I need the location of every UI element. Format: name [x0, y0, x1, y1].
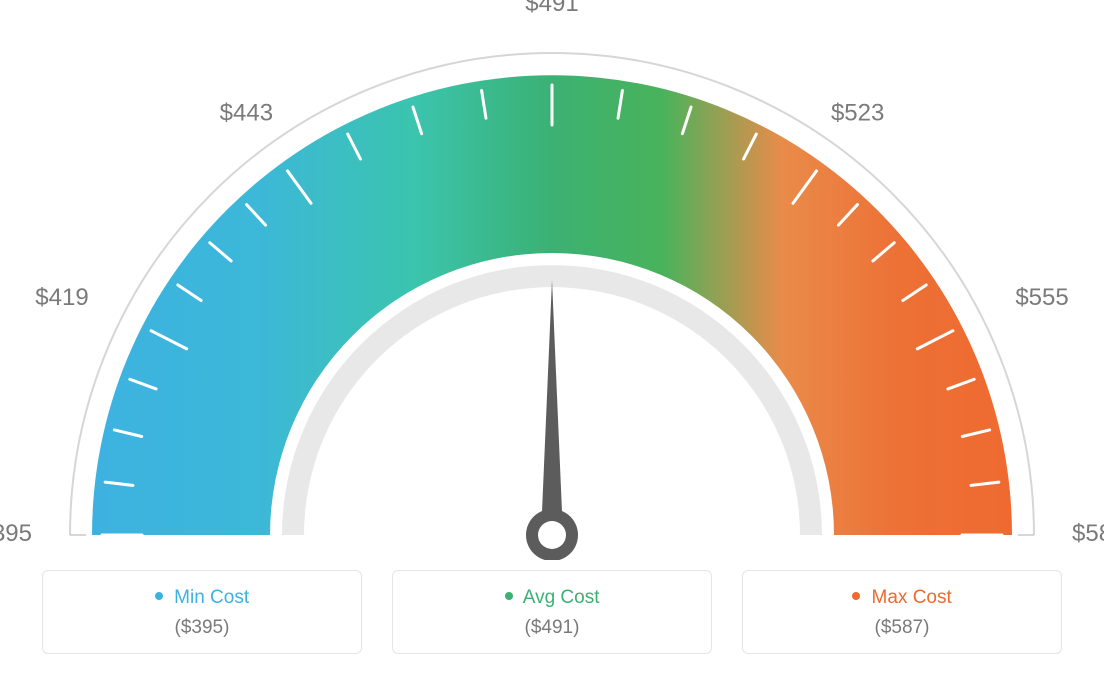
legend-title-text: Avg Cost: [523, 587, 600, 608]
gauge-tick-label: $523: [831, 99, 884, 126]
dot-icon: [155, 592, 163, 600]
legend-row: Min Cost ($395) Avg Cost ($491) Max Cost…: [0, 570, 1104, 654]
gauge-needle: [541, 280, 563, 535]
legend-card-avg: Avg Cost ($491): [392, 570, 712, 654]
legend-card-min: Min Cost ($395): [42, 570, 362, 654]
legend-value-min: ($395): [43, 617, 361, 639]
legend-title-text: Min Cost: [174, 587, 249, 608]
legend-value-max: ($587): [743, 617, 1061, 639]
gauge-tick-label: $587: [1072, 520, 1104, 547]
dot-icon: [505, 592, 513, 600]
legend-value-avg: ($491): [393, 617, 711, 639]
gauge-tick-label: $491: [525, 0, 578, 17]
legend-title-max: Max Cost: [743, 587, 1061, 609]
gauge-tick-label: $395: [0, 520, 32, 547]
legend-card-max: Max Cost ($587): [742, 570, 1062, 654]
legend-title-avg: Avg Cost: [393, 587, 711, 609]
dot-icon: [852, 592, 860, 600]
legend-title-text: Max Cost: [872, 587, 952, 608]
cost-gauge: $395 $419 $443 $491 $523 $555 $587: [0, 0, 1104, 560]
legend-title-min: Min Cost: [43, 587, 361, 609]
gauge-tick-label: $419: [35, 284, 88, 311]
gauge-svg: $395 $419 $443 $491 $523 $555 $587: [0, 0, 1104, 560]
gauge-tick-label: $443: [220, 99, 273, 126]
gauge-tick-label: $555: [1015, 284, 1068, 311]
